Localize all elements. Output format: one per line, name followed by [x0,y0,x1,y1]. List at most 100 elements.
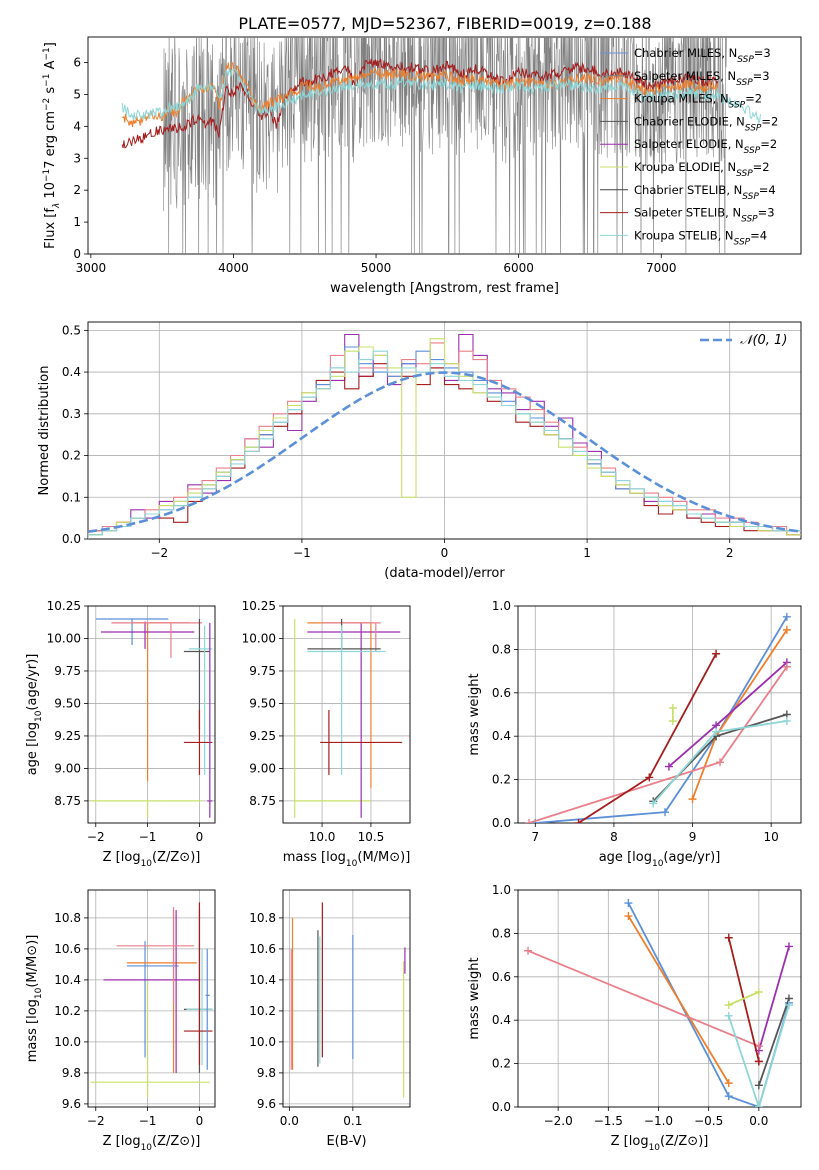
axes-age-vs-Z: −2 −1 0 8.75 9.00 9.25 9.50 9.75 10.00 10.25 Z [lo… [25,599,216,869]
legend-label: 𝒩(0, 1) [740,333,787,348]
data-point-marker [754,1103,763,1107]
model-spectrum-line [121,68,761,125]
legend-label: Kroupa STELIB, NSSP=4 [634,228,767,247]
axes-frame [87,889,216,1108]
x-axis-label: E(B-V) [326,1134,366,1149]
y-tick-label: 0.6 [492,970,511,984]
x-tick-label: 7000 [646,261,677,275]
plot-area [90,618,213,818]
figure-title: PLATE=0577, MJD=52367, FIBERID=0019, z=0… [238,14,651,33]
mass-weight-line [691,629,788,800]
x-tick-label: 0.0 [280,1114,299,1128]
x-axis-label: wavelength [Angstrom, rest frame] [330,281,559,296]
y-tick-label: 10.00 [47,631,81,645]
y-tick-label: 9.25 [54,729,81,743]
y-axis-label: mass weight [467,957,482,1039]
data-point-marker [664,762,673,771]
legend-label: Chabrier ELODIE, NSSP=2 [634,114,778,133]
x-tick-label: 7 [531,830,539,844]
y-tick-label: 0 [73,247,81,261]
y-tick-label: 10.8 [54,911,81,925]
mass-weight-line [652,713,788,802]
data-point-marker [668,717,677,726]
data-point-marker [524,946,533,955]
x-tick-label: 3000 [76,261,107,275]
y-tick-label: 0.4 [492,1013,511,1027]
axes-frame [517,605,802,824]
data-point-marker [645,773,654,782]
y-tick-label: 8.75 [54,794,81,808]
mass-weight-line [758,946,790,1051]
y-tick-label: 9.6 [62,1097,81,1111]
data-point-marker [525,819,534,823]
y-tick-label: 0.4 [492,729,511,743]
data-point-marker [661,808,670,817]
axes-mass-vs-EBV: 0.0 0.1 9.6 9.8 10.0 10.2 10.4 10.6 10.8 E(B-V) [249,889,411,1149]
axes-frame [87,321,802,540]
y-tick-label: 9.8 [62,1066,81,1080]
x-tick-label: 5000 [361,261,392,275]
x-tick-label: 1 [583,546,591,560]
data-point-marker [782,662,791,671]
y-tick-label: 10.00 [242,631,276,645]
y-tick-label: 9.00 [54,761,81,775]
x-tick-label: 6000 [503,261,534,275]
data-point-marker [724,1011,733,1020]
y-tick-label: 9.6 [257,1097,276,1111]
y-tick-label: 9.25 [249,729,276,743]
data-point-marker [624,912,633,921]
x-tick-label: −1.5 [594,1114,623,1128]
y-tick-label: 4 [73,119,81,133]
data-point-marker [754,987,763,996]
data-point-marker [624,899,633,908]
plot-area [525,612,791,823]
y-tick-label: 9.75 [54,664,81,678]
plot-area [524,899,793,1107]
x-tick-label: −1 [293,546,311,560]
x-tick-label: 0 [196,1114,204,1128]
y-tick-label: 1.0 [492,883,511,897]
y-tick-label: 3 [73,151,81,165]
y-tick-label: 0.0 [492,816,511,830]
x-tick-label: 8 [610,830,618,844]
y-tick-label: 10.25 [242,599,276,613]
plot-area [90,902,213,1098]
x-tick-label: −0.5 [694,1114,723,1128]
y-tick-label: 10.0 [249,1035,276,1049]
x-axis-label: Z [log10(Z/Z⊙)] [611,1134,709,1153]
y-tick-label: 10.6 [249,942,276,956]
data-point-marker [712,649,721,658]
mass-weight-line [578,653,717,823]
data-point-marker [668,703,677,712]
legend-label: Kroupa MILES, NSSP=2 [634,92,762,111]
x-tick-label: −2.0 [544,1114,573,1128]
x-axis-label: Z [log10(Z/Z⊙)] [103,850,201,869]
x-tick-label: −2 [87,830,105,844]
plot-area [121,37,761,254]
data-point-marker [649,799,658,808]
x-tick-label: 0 [441,546,449,560]
y-tick-label: 10.0 [54,1035,81,1049]
x-tick-label: −1 [139,1114,157,1128]
data-point-marker [754,1057,763,1066]
x-tick-label: 10.5 [358,830,385,844]
axes-massweight-vs-Z: −2.0 −1.5 −1.0 −0.5 0.0 0.0 0.2 0.4 0.6 0.8 1.0 Z [… [467,883,802,1153]
mass-weight-line [535,616,788,823]
axes-frame [282,605,411,824]
legend-label: Salpeter STELIB, NSSP=3 [634,206,775,225]
x-tick-label: −2 [150,546,168,560]
model-spectrum-line [121,61,719,128]
y-tick-label: 0.5 [62,323,81,337]
x-tick-label: 10 [763,830,778,844]
y-tick-label: 6 [73,56,81,70]
y-axis-label: age [log10(age/yr)] [25,654,44,776]
y-tick-label: 0.6 [492,686,511,700]
axes-frame [517,889,802,1108]
y-tick-label: 0.1 [62,490,81,504]
mass-weight-line [727,937,760,1062]
mass-weight-line [728,991,760,1006]
data-point-marker [784,1001,793,1010]
y-tick-label: 9.50 [54,696,81,710]
y-tick-label: 9.50 [249,696,276,710]
plot-area [88,333,801,539]
